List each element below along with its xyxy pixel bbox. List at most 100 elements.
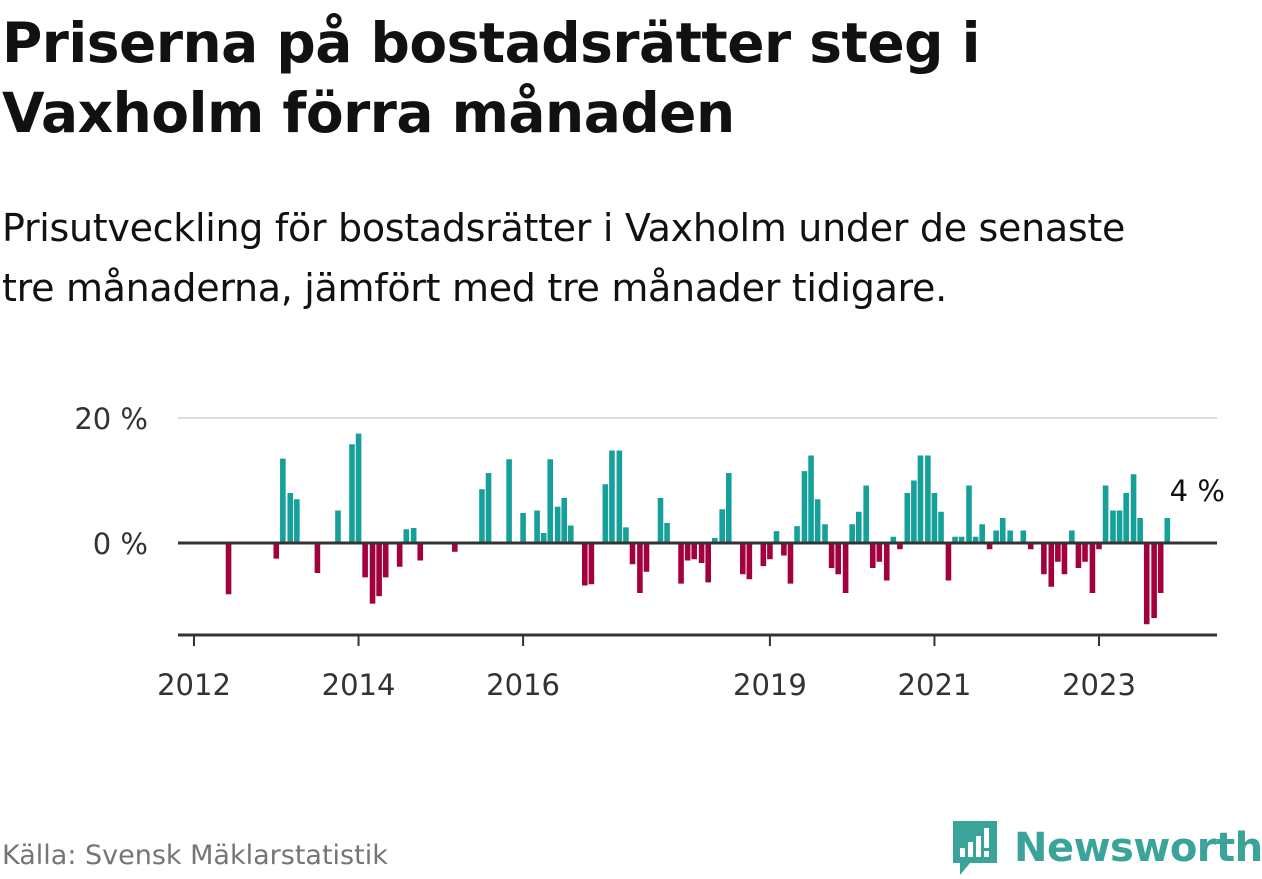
bar-positive bbox=[280, 458, 286, 544]
bar-positive bbox=[554, 506, 561, 543]
bar-negative bbox=[787, 543, 794, 584]
bar-positive bbox=[609, 450, 615, 543]
x-tick-label: 2012 bbox=[157, 668, 231, 702]
bar-negative bbox=[945, 543, 952, 581]
bar-negative bbox=[1082, 543, 1088, 562]
bar-negative bbox=[588, 543, 595, 585]
bar-positive bbox=[725, 473, 732, 543]
newsworthy-logo[interactable]: Newsworthy bbox=[950, 818, 1262, 878]
latest-value-label: 4 % bbox=[1170, 474, 1225, 508]
bar-negative bbox=[746, 543, 753, 580]
bar-negative bbox=[897, 543, 903, 550]
bar-positive bbox=[855, 511, 862, 543]
x-tick-label: 2023 bbox=[1062, 668, 1136, 702]
y-tick-label: 0 % bbox=[93, 527, 148, 561]
bar-positive bbox=[993, 530, 999, 543]
bar-negative bbox=[1096, 543, 1102, 550]
annotations: 4 % bbox=[1167, 471, 1228, 511]
bar-negative bbox=[876, 543, 883, 562]
bar-positive bbox=[938, 511, 944, 543]
bar-positive bbox=[1130, 474, 1137, 543]
bar-positive bbox=[925, 455, 931, 543]
bar-positive bbox=[355, 433, 362, 544]
x-tick-label: 2021 bbox=[898, 668, 972, 702]
bar-negative bbox=[678, 543, 684, 584]
bar-positive bbox=[1116, 510, 1123, 543]
bar-positive bbox=[657, 498, 664, 543]
bar-positive bbox=[822, 524, 828, 543]
bar-positive bbox=[711, 538, 718, 543]
bar-negative bbox=[760, 543, 767, 567]
bar-positive bbox=[794, 526, 800, 544]
y-tick-label: 20 % bbox=[74, 402, 148, 436]
bar-positive bbox=[349, 444, 355, 543]
bar-negative bbox=[637, 543, 643, 593]
bar-negative bbox=[643, 543, 650, 572]
bar-negative bbox=[273, 543, 280, 559]
bar-positive bbox=[1020, 530, 1027, 543]
bar-negative bbox=[1075, 543, 1082, 568]
bar-positive bbox=[917, 455, 924, 543]
bar-negative bbox=[629, 543, 636, 565]
bar-positive bbox=[1123, 493, 1129, 543]
bar-positive bbox=[485, 473, 492, 543]
bar-negative bbox=[1143, 543, 1150, 625]
bar-negative bbox=[225, 543, 232, 595]
bar-negative bbox=[986, 543, 993, 550]
bar-negative bbox=[684, 543, 691, 561]
x-tick-label: 2016 bbox=[486, 668, 560, 702]
bar-negative bbox=[1061, 543, 1068, 575]
bar-negative bbox=[842, 543, 849, 593]
bar-positive bbox=[801, 471, 808, 544]
bars bbox=[225, 433, 1171, 625]
bar-positive bbox=[1102, 485, 1109, 543]
bar-positive bbox=[520, 513, 526, 543]
bar-negative bbox=[739, 543, 746, 575]
axes bbox=[178, 541, 1217, 637]
bar-negative bbox=[781, 543, 787, 556]
bar-negative bbox=[452, 543, 458, 552]
bar-positive bbox=[911, 480, 917, 543]
bar-positive bbox=[335, 510, 341, 543]
bar-negative bbox=[835, 543, 841, 575]
bar-negative bbox=[869, 543, 876, 568]
bar-positive bbox=[863, 485, 869, 543]
bar-negative bbox=[369, 543, 376, 604]
brand-name: Newsworthy bbox=[1014, 825, 1262, 871]
bar-negative bbox=[1157, 543, 1164, 593]
bar-positive bbox=[1137, 518, 1143, 543]
bar-positive bbox=[287, 493, 294, 543]
bar-negative bbox=[883, 543, 890, 581]
bar-negative bbox=[362, 543, 368, 578]
bar-positive bbox=[719, 509, 725, 543]
bar-positive bbox=[561, 498, 568, 543]
bar-negative bbox=[382, 543, 389, 578]
bar-positive bbox=[814, 499, 821, 543]
bar-positive bbox=[540, 533, 547, 543]
bar-positive bbox=[952, 536, 958, 543]
bar-positive bbox=[616, 450, 623, 543]
x-tick-label: 2014 bbox=[322, 668, 396, 702]
bar-negative bbox=[691, 543, 698, 560]
x-axis-labels: 2012 2014 2016 2019 2021 2023 bbox=[157, 635, 1136, 702]
chart-subtitle: Prisutveckling för bostadsrätter i Vaxho… bbox=[2, 206, 1126, 310]
bar-positive bbox=[979, 524, 985, 543]
bar-positive bbox=[931, 493, 938, 543]
bar-positive bbox=[294, 499, 300, 543]
newsworthy-chart-icon bbox=[953, 821, 997, 875]
bar-positive bbox=[1110, 510, 1116, 543]
bar-negative bbox=[1055, 543, 1061, 562]
bar-chart: 0 % 20 % 2012 2014 2016 2019 2021 2023 4 % bbox=[74, 402, 1228, 702]
bar-positive bbox=[664, 523, 670, 543]
bar-negative bbox=[1027, 543, 1034, 550]
bar-negative bbox=[376, 543, 382, 597]
bar-positive bbox=[403, 529, 410, 543]
bar-positive bbox=[890, 536, 897, 543]
source-note: Källa: Svensk Mäklarstatistik bbox=[2, 840, 388, 871]
y-axis-labels: 0 % 20 % bbox=[74, 402, 148, 561]
bar-positive bbox=[410, 528, 417, 543]
bar-positive bbox=[966, 485, 972, 543]
bar-positive bbox=[999, 518, 1006, 543]
bar-negative bbox=[698, 543, 705, 563]
bar-positive bbox=[623, 527, 629, 544]
